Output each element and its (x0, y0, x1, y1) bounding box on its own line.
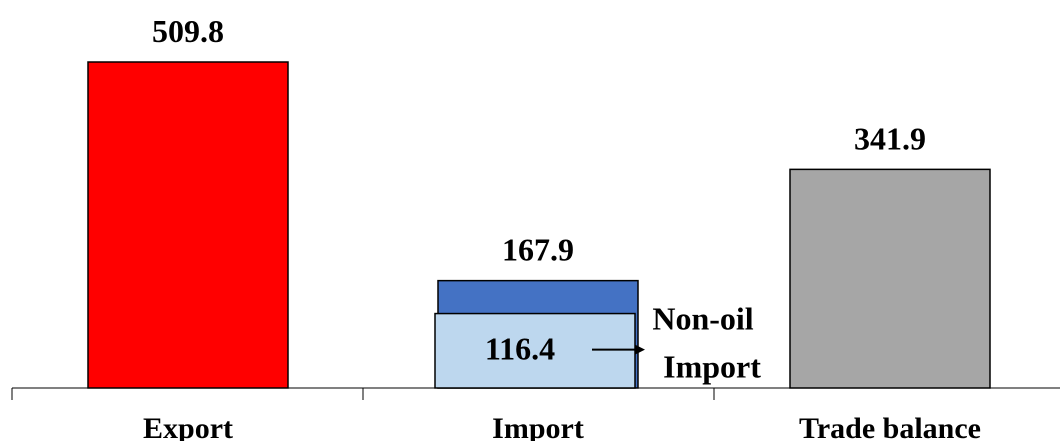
x-ticks (11, 388, 715, 400)
value-label-trade-balance: 341.9 (854, 120, 926, 156)
non-oil-label-line1: Non-oil (652, 301, 753, 337)
value-label-non-oil-import: 116.4 (485, 331, 555, 367)
bar-non-oil-import (434, 312, 636, 389)
bar-trade-balance (789, 168, 991, 389)
category-label-trade-balance: Trade balance (799, 412, 981, 441)
non-oil-arrow-head (635, 344, 645, 355)
category-label-import: Import (492, 412, 584, 441)
bars-layer (87, 61, 991, 389)
non-oil-label-line2: Import (663, 349, 761, 385)
value-label-export: 509.8 (152, 13, 224, 49)
category-label-export: Export (143, 412, 233, 441)
bar-export (87, 61, 289, 389)
value-label-import: 167.9 (502, 232, 574, 268)
